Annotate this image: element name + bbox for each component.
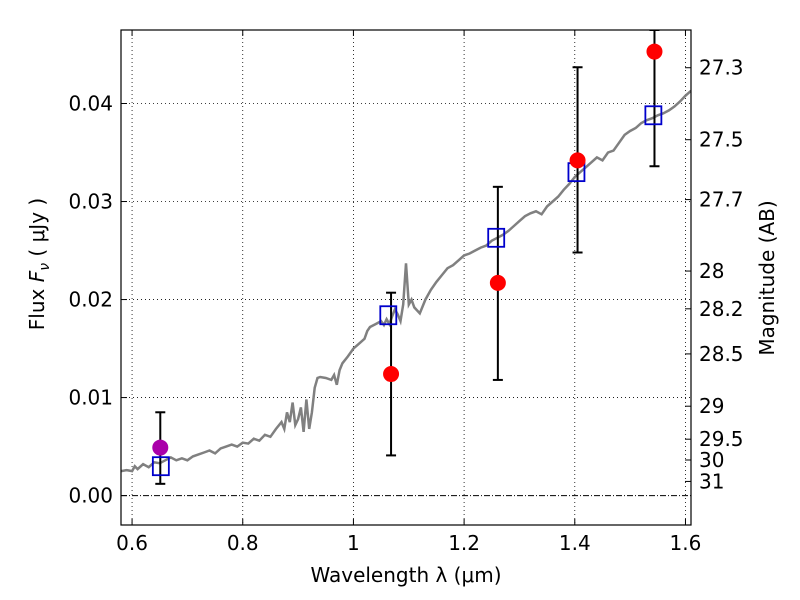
x-tick-label: 1.6 bbox=[670, 531, 702, 555]
x-tick-label: 0.6 bbox=[116, 531, 148, 555]
x-tick-label: 1.2 bbox=[448, 531, 480, 555]
synthetic-square-marker bbox=[487, 227, 506, 248]
y-axis-title: Flux Fν ( μJy ) bbox=[25, 198, 53, 330]
synthetic-square-marker bbox=[151, 456, 170, 477]
observed-point-marker bbox=[489, 274, 506, 291]
y-axis-ticks: 0.00 0.01 0.02 0.03 0.04 bbox=[68, 92, 127, 508]
right-tick-label: 30 bbox=[699, 448, 724, 472]
synthetic-square-marker bbox=[644, 105, 663, 126]
right-tick-label: 31 bbox=[699, 469, 724, 493]
right-axis-title: Magnitude (AB) bbox=[755, 200, 779, 355]
x-axis-ticks: 0.6 0.8 1 1.2 1.4 1.6 bbox=[116, 30, 701, 555]
observed-point-marker bbox=[569, 152, 586, 169]
synthetic-square-marker bbox=[379, 305, 398, 326]
y-tick-label: 0.00 bbox=[68, 484, 113, 508]
y-tick-label: 0.04 bbox=[68, 92, 113, 116]
observed-point-marker bbox=[383, 366, 400, 383]
right-tick-label: 27.5 bbox=[699, 128, 744, 152]
model-spectrum-line bbox=[121, 89, 691, 473]
observed-markers bbox=[152, 43, 663, 456]
synthetic-photometry-markers bbox=[151, 105, 663, 477]
right-tick-label: 28.2 bbox=[699, 297, 744, 321]
observed-point-marker bbox=[646, 43, 663, 60]
x-tick-label: 1.4 bbox=[559, 531, 591, 555]
y-tick-label: 0.02 bbox=[68, 288, 113, 312]
y-tick-label: 0.01 bbox=[68, 386, 113, 410]
x-tick-label: 0.8 bbox=[227, 531, 259, 555]
plot-frame bbox=[120, 29, 692, 526]
right-tick-label: 29 bbox=[699, 394, 724, 418]
right-tick-label: 29.5 bbox=[699, 427, 744, 451]
right-tick-label: 28.5 bbox=[699, 342, 744, 366]
right-tick-label: 28 bbox=[699, 259, 724, 283]
right-tick-label: 27.3 bbox=[699, 56, 744, 80]
right-tick-label: 27.7 bbox=[699, 188, 744, 212]
y-tick-label: 0.03 bbox=[68, 190, 113, 214]
x-tick-label: 1 bbox=[347, 531, 360, 555]
observed-point-marker bbox=[152, 439, 169, 456]
x-axis-title: Wavelength λ (μm) bbox=[310, 563, 501, 587]
